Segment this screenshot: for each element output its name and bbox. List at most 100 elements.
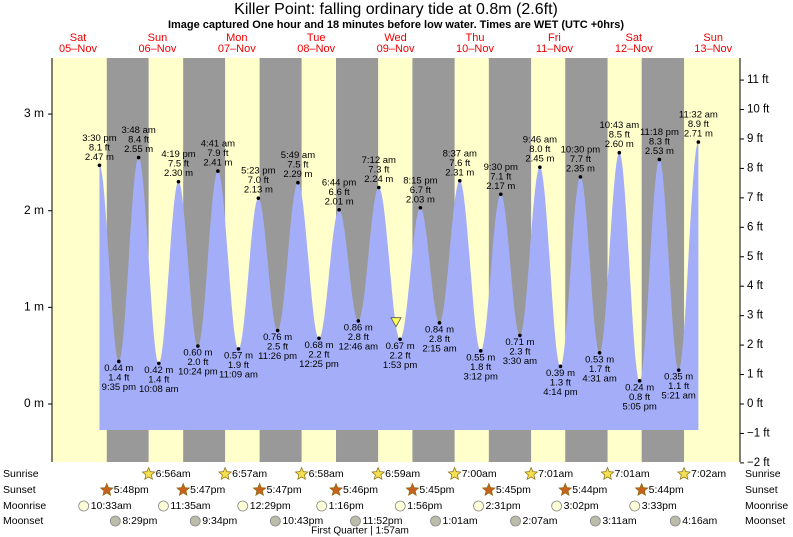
y2-tick-label: 1 ft [747,369,764,381]
extreme-dot [157,361,161,366]
extreme-dot [676,368,681,372]
row-time: 11:35am [170,500,210,512]
row-time: 2:31pm [486,500,521,512]
row-time: 3:11am [602,515,636,527]
day-date: 09–Nov [377,43,415,55]
ft-label: 7.3 ft [368,165,389,176]
row-label-right: Moonrise [745,500,788,512]
row-time: 6:58am [309,468,344,480]
time-label: 12:25 pm [299,359,339,370]
moon-icon [669,515,681,527]
ft-label: 8.4 ft [128,135,149,146]
time-label: 4:31 am [582,373,616,384]
m-label: 2.01 m [325,196,354,207]
time-label: 12:46 am [338,341,378,352]
ft-label: 8.3 ft [649,136,670,147]
m-label: 0.68 m [304,340,333,351]
extreme-dot [216,169,220,173]
moon-icon [316,500,328,512]
sun-icon [218,466,233,480]
day-date: 13–Nov [694,43,732,55]
time-label: 3:30 am [503,356,537,367]
time-label: 5:21 am [662,391,696,402]
y2-tick-label: 11 ft [747,74,769,86]
y-tick-label: 2 m [24,203,44,217]
extreme-dot [637,379,642,383]
row-time: 5:45pm [419,484,454,496]
row-time: 7:01am [538,468,573,480]
moon-icon [629,500,641,512]
m-label: 2.13 m [244,185,273,196]
extreme-dot [597,350,602,355]
moon-icon [158,500,169,512]
chart-subtitle: Image captured One hour and 18 minutes b… [168,19,624,31]
day-date: 05–Nov [59,43,97,55]
row-time: 1:01am [443,515,478,527]
time-label: 4:41 am [201,139,235,150]
sun-icon [405,482,420,496]
y2-tick-label: −1 ft [747,427,771,439]
extreme-dot [538,165,542,170]
moon-icon [109,515,121,527]
day-date: 08–Nov [297,43,335,55]
moon-icon [589,515,601,527]
extreme-dot [117,359,121,364]
ft-label: 1.8 ft [470,362,491,373]
m-label: 2.71 m [684,129,713,140]
time-label: 1:53 pm [383,360,417,371]
m-label: 2.47 m [85,152,114,163]
row-time: 7:01am [615,468,650,480]
row-label: Sunset [3,484,36,496]
ft-label: 7.7 ft [570,154,591,165]
ft-label: 6.7 ft [410,185,431,196]
time-label: 10:30 pm [561,144,601,155]
row-time: 5:45pm [496,484,531,496]
day-date: 07–Nov [218,43,256,55]
sun-icon [371,466,386,480]
ft-label: 1.1 ft [668,381,689,392]
y2-tick-label: 8 ft [747,162,764,174]
ft-label: 2.2 ft [308,349,329,360]
time-label: 10:24 pm [178,367,218,378]
m-label: 0.55 m [466,352,495,363]
row-time: 2:07am [522,515,557,527]
row-label-right: Sunrise [745,468,781,480]
day-name: Wed [384,32,406,44]
sun-icon [176,482,191,496]
day-name: Sat [626,32,643,44]
time-label: 8:15 pm [403,175,437,186]
time-label: 11:18 pm [640,127,679,138]
extreme-dot [136,155,141,160]
sun-icon [481,482,496,496]
day-name: Thu [466,32,485,44]
time-label: 9:35 pm [102,382,136,393]
extreme-dot [356,319,361,323]
y2-tick-label: 6 ft [747,221,764,233]
ft-label: 0.8 ft [629,392,650,403]
time-label: 9:30 pm [484,162,518,173]
time-label: 5:05 pm [622,401,656,412]
m-label: 2.24 m [364,174,393,185]
extreme-dot [377,185,381,190]
m-label: 2.03 m [406,194,435,205]
time-label: 3:48 am [121,125,155,136]
ft-label: 1.3 ft [550,377,571,388]
row-time: 5:46pm [343,484,378,496]
ft-label: 1.4 ft [148,374,169,385]
row-time: 1:56pm [407,500,442,512]
extreme-dot [398,337,402,342]
m-label: 0.24 m [625,382,654,393]
row-label-right: Sunset [745,484,778,496]
ft-label: 2.8 ft [348,332,369,343]
extreme-dot [196,344,200,348]
row-time: 8:29pm [122,515,157,527]
ft-label: 7.5 ft [287,160,308,171]
time-label: 10:43 am [600,120,640,131]
extreme-dot [437,321,442,325]
m-label: 2.55 m [124,144,153,155]
m-label: 0.67 m [386,341,415,352]
m-label: 2.35 m [566,163,595,174]
moon-icon [430,515,441,527]
day-date: 12–Nov [615,43,653,55]
time-label: 6:44 pm [322,177,356,188]
